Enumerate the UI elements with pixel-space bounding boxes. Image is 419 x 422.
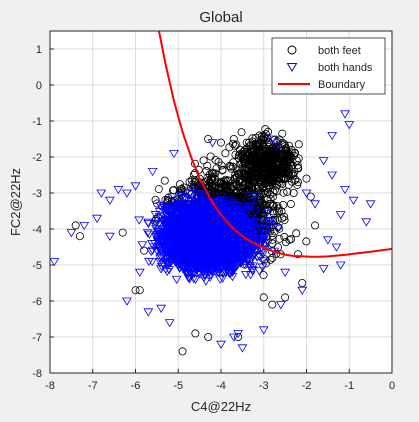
chart: -8-7-6-5-4-3-2-10-8-7-6-5-4-3-2-101 Glob… <box>0 0 419 417</box>
scatter-chart-svg: -8-7-6-5-4-3-2-10-8-7-6-5-4-3-2-101 Glob… <box>0 0 419 417</box>
